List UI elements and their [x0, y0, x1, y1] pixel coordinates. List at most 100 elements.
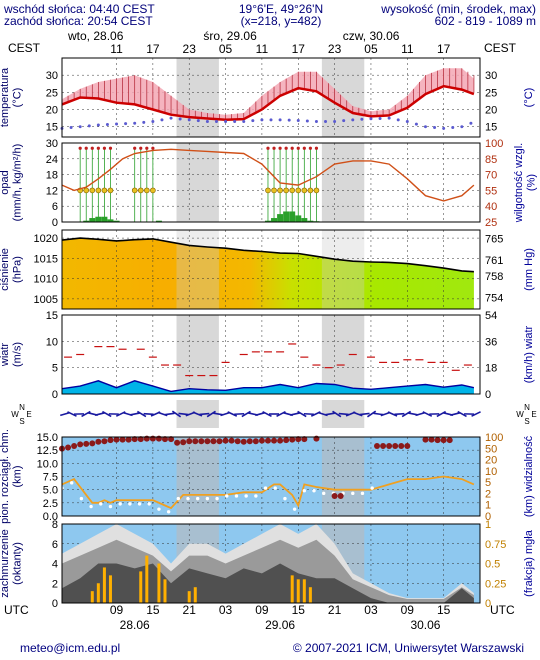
precip-bar — [113, 220, 120, 222]
fog-point — [225, 494, 229, 498]
dewpoint-point — [469, 121, 473, 125]
y2-tick-label: 1 — [485, 500, 491, 512]
cloud-base-point — [143, 435, 150, 442]
cloud-base-point — [331, 492, 338, 499]
fog-point — [79, 496, 84, 501]
fog-bar — [145, 555, 149, 603]
precip-prob-marker — [144, 187, 150, 194]
night-band-overlay — [176, 230, 219, 309]
panel-background — [62, 143, 480, 222]
footer-email[interactable]: meteo@icm.edu.pl — [20, 641, 120, 655]
y-tick-label: 12.5 — [37, 445, 58, 457]
fog-point — [292, 507, 297, 511]
wind-arrow — [206, 410, 216, 418]
precip-bar — [89, 218, 96, 222]
axis-label: zachmurzenie(oktanty) — [0, 529, 24, 597]
panel-border — [61, 523, 481, 604]
cloud-base-point — [271, 437, 278, 444]
y-tick-label: 2.5 — [43, 498, 58, 510]
precip-bar — [301, 218, 308, 222]
compass-w: W — [516, 410, 524, 419]
cloud-base-point — [174, 439, 181, 446]
axis-label-line: (m/s) — [12, 342, 24, 367]
height-label: wysokość (min, środek, max) — [380, 2, 536, 16]
fog-point — [99, 502, 103, 506]
fog-point — [283, 496, 287, 501]
top-date-label: czw, 30.06 — [343, 29, 400, 43]
wind-arrow — [164, 412, 175, 416]
axis-label-line: wiatr — [0, 343, 11, 368]
precip-prob-marker — [95, 187, 102, 194]
wind-arrow — [255, 411, 266, 417]
dewpoint-point — [142, 120, 146, 124]
axis-label: (km/h) wiatr — [523, 325, 535, 383]
dewpoint-point — [133, 121, 137, 125]
axis-label-line: (km/h) wiatr — [523, 325, 535, 383]
bottom-hour-label: 21 — [183, 603, 197, 617]
y-tick-label: 15.0 — [37, 432, 58, 444]
cloud-base-point — [137, 436, 144, 443]
precip-max-marker — [272, 146, 276, 150]
axis-label-line: opad — [0, 170, 11, 194]
precip-bar — [155, 220, 162, 222]
y2-tick-label: 20 — [485, 455, 497, 467]
fog-point — [147, 502, 151, 506]
y-tick-label: 15 — [46, 122, 58, 134]
wind-arrow — [262, 410, 272, 418]
night-band — [176, 143, 219, 222]
precip-prob-marker — [271, 187, 277, 194]
wind-arrow — [401, 410, 412, 418]
cloud-base-point — [119, 436, 126, 443]
fog-point — [137, 502, 142, 506]
dewpoint-point — [360, 117, 364, 121]
precip-max-marker — [266, 146, 270, 150]
y2-tick-label: 20 — [485, 105, 497, 117]
axis-label-line: wilgotność wzgl. — [513, 143, 525, 223]
y2-tick-label: 0 — [485, 598, 491, 610]
axis-label-line: (mm Hg) — [523, 248, 535, 291]
precip-bar — [83, 220, 90, 222]
utc-left: UTC — [4, 603, 29, 617]
precip-bar — [307, 220, 314, 222]
axis-label-line: pion. rozciągł. chm. — [0, 429, 11, 524]
wind-arrow — [102, 410, 112, 418]
precip-bar — [277, 214, 284, 222]
dewpoint-point — [96, 123, 100, 127]
bottom-hour-label: 15 — [292, 603, 306, 617]
wind-arrow — [359, 412, 370, 416]
wind-arrow — [143, 412, 154, 416]
y-tick-label: 10 — [46, 336, 58, 348]
fog-bar — [296, 579, 300, 603]
cloud-base-point — [83, 440, 90, 447]
cloud-base-point — [234, 438, 241, 445]
dewpoint-point — [423, 125, 427, 129]
fog-point — [302, 489, 307, 493]
wind-arrow — [178, 412, 189, 416]
precip-prob-marker — [313, 187, 320, 194]
wind-arrow — [457, 410, 467, 418]
night-band-overlay — [321, 230, 365, 309]
panel-border — [61, 229, 481, 310]
y2-tick-label: 2 — [485, 488, 491, 500]
cloud-base-point — [113, 436, 120, 443]
cloud-base-point — [71, 442, 78, 449]
fog-bar — [193, 587, 197, 603]
fog-point — [205, 496, 210, 501]
precip-prob-marker — [107, 187, 114, 194]
dewpoint-point — [324, 120, 328, 124]
y-tick-label: 0 — [52, 217, 58, 229]
axis-label-line: (oktanty) — [12, 542, 24, 585]
cloud-base-point — [222, 437, 229, 444]
cloud-base-point — [204, 438, 211, 445]
dewpoint-point — [78, 125, 82, 129]
dewpoint-point — [287, 118, 291, 122]
night-band — [176, 58, 219, 137]
precip-max-marker — [284, 146, 288, 150]
precip-prob-marker — [307, 187, 314, 194]
wind-arrow — [297, 410, 307, 418]
compass-e: E — [531, 410, 536, 419]
y-tick-label: 0 — [52, 389, 58, 401]
bottom-date-label: 30.06 — [410, 618, 440, 632]
